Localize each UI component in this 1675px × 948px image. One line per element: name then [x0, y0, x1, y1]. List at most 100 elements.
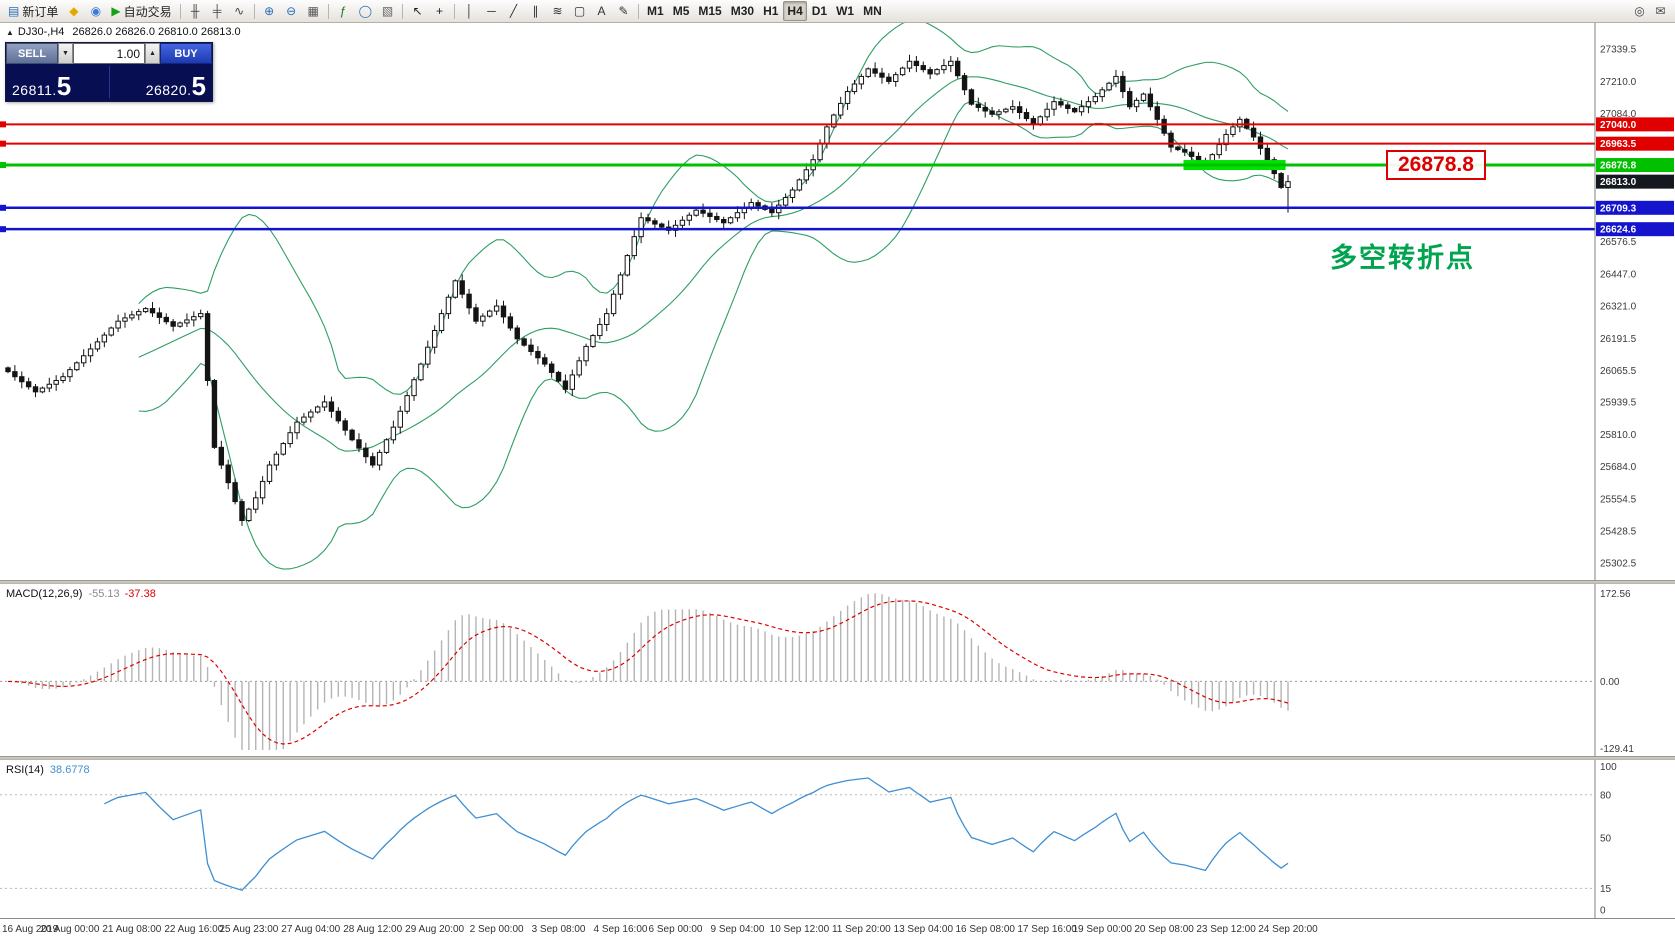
candle-body: [961, 75, 968, 91]
candle-body: [239, 501, 245, 522]
text-button[interactable]: A: [591, 1, 612, 21]
horizontal-line-button[interactable]: ─: [481, 1, 502, 21]
panel-separator[interactable]: [0, 580, 1675, 584]
time-axis-label: 20 Aug 00:00: [40, 924, 100, 935]
candle-body: [652, 220, 658, 225]
main-toolbar: ▤ 新订单 ◆ ◉ ▶ 自动交易 ╫ ╪ ∿ ⊕ ⊖ ▦ ƒ ◯ ▧ ↖ + │ ─ ╱ ∥ ≋ ▢ A ✎ M1 M5 M15 M30…: [0, 0, 1675, 23]
svg-text:26878.8: 26878.8: [1600, 161, 1637, 172]
channel-button[interactable]: ∥: [525, 1, 546, 21]
autotrade-button[interactable]: ▶ 自动交易: [107, 1, 175, 21]
candlestick-chart-button[interactable]: ╪: [207, 1, 228, 21]
timeframe-m1[interactable]: M1: [643, 1, 668, 21]
toolbar-separator: [402, 3, 404, 19]
volume-input[interactable]: [73, 43, 145, 64]
fibonacci-button-icon: ≋: [552, 4, 563, 18]
candle-body: [693, 209, 699, 216]
svg-text:27040.0: 27040.0: [1600, 120, 1637, 131]
mql5-icon[interactable]: ◆: [63, 1, 84, 21]
indicators-button[interactable]: ƒ: [333, 1, 354, 21]
arrow-tools-button[interactable]: ✎: [613, 1, 634, 21]
timeframe-m15[interactable]: M15: [694, 1, 725, 21]
panel-separator[interactable]: [0, 756, 1675, 760]
timeframe-mn[interactable]: MN: [859, 1, 886, 21]
text-button-icon: A: [597, 4, 606, 18]
candle-body: [493, 305, 500, 312]
buy-button[interactable]: BUY: [160, 43, 212, 64]
candle-body: [535, 350, 541, 359]
candle-body: [321, 401, 328, 408]
timeframe-d1[interactable]: D1: [808, 1, 831, 21]
rsi-canvas[interactable]: 100 80 50 15 0: [0, 760, 1675, 918]
candle-body: [425, 346, 431, 365]
macd-canvas[interactable]: 172.56 0.00 -129.41: [0, 584, 1675, 756]
candle-body: [74, 362, 80, 371]
candle-body: [734, 212, 741, 219]
candle-body: [80, 355, 87, 364]
candle-body: [796, 179, 803, 191]
volume-decrease-button[interactable]: ▼: [58, 43, 73, 64]
candle-body: [982, 106, 988, 112]
candle-body: [445, 296, 452, 315]
new-order-button[interactable]: ▤ 新订单: [4, 1, 62, 21]
candle-body: [218, 446, 225, 466]
candle-body: [879, 72, 885, 78]
bar-chart-button[interactable]: ╫: [185, 1, 206, 21]
mail-icon-icon: ✉: [1655, 4, 1666, 18]
search-icon[interactable]: ◎: [1629, 1, 1650, 21]
collapse-trade-panel-button[interactable]: ▲: [6, 28, 14, 37]
candle-body: [865, 68, 871, 77]
timeframe-w1[interactable]: W1: [832, 1, 858, 21]
candle-body: [1216, 144, 1222, 156]
tile-windows-button[interactable]: ▦: [303, 1, 324, 21]
candle-body: [431, 330, 438, 348]
vertical-line-button[interactable]: │: [459, 1, 480, 21]
time-axis[interactable]: 16 Aug 2019 20 Aug 00:00 21 Aug 08:00 22 Au…: [0, 918, 1675, 948]
timeframe-h4[interactable]: H4: [783, 1, 807, 21]
candle-body: [906, 60, 913, 69]
time-axis-label: 16 Aug 2019: [2, 924, 59, 935]
mail-icon[interactable]: ✉: [1650, 1, 1671, 21]
sell-button[interactable]: SELL: [6, 43, 58, 64]
price-callout-box[interactable]: 26878.8: [1386, 150, 1486, 180]
line-chart-button[interactable]: ∿: [229, 1, 250, 21]
candle-body: [1175, 146, 1181, 151]
zoom-in-button-icon: ⊕: [264, 4, 275, 18]
candle-body: [246, 508, 252, 522]
volume-increase-button[interactable]: ▲: [145, 43, 160, 64]
turning-point-note[interactable]: 多空转折点: [1330, 243, 1475, 274]
candle-body: [191, 316, 197, 321]
svg-text:26813.0: 26813.0: [1600, 177, 1637, 188]
crosshair-button[interactable]: +: [429, 1, 450, 21]
community-icon[interactable]: ◉: [85, 1, 106, 21]
candle-body: [1120, 75, 1126, 93]
zoom-out-button[interactable]: ⊖: [281, 1, 302, 21]
new-order-button-icon: ▤: [8, 4, 20, 18]
candle-body: [411, 379, 417, 397]
candle-body: [1188, 151, 1195, 157]
fibonacci-button[interactable]: ≋: [547, 1, 568, 21]
candle-body: [177, 322, 183, 327]
toolbar-separator: [327, 3, 329, 19]
time-axis-label: 25 Aug 23:00: [219, 924, 279, 935]
timeframe-m30[interactable]: M30: [727, 1, 758, 21]
cursor-button-icon: ↖: [412, 4, 423, 18]
zoom-in-button[interactable]: ⊕: [259, 1, 280, 21]
candle-body: [136, 311, 142, 316]
indicators-button-icon: ƒ: [339, 4, 347, 18]
candle-body: [163, 316, 169, 323]
candle-body: [1230, 126, 1236, 135]
time-axis-label: 4 Sep 16:00: [593, 924, 648, 935]
trendline-button[interactable]: ╱: [503, 1, 524, 21]
candle-body: [893, 74, 899, 82]
toolbar-separator: [179, 3, 181, 19]
candle-body: [1078, 106, 1085, 113]
cursor-button[interactable]: ↖: [407, 1, 428, 21]
objects-button[interactable]: ◯: [355, 1, 376, 21]
timeframe-h1[interactable]: H1: [759, 1, 782, 21]
candle-body: [19, 376, 25, 383]
timeframe-m5[interactable]: M5: [669, 1, 694, 21]
shapes-button[interactable]: ▢: [569, 1, 590, 21]
main-chart-canvas[interactable]: 27040.0 26963.5 26878.8 26709.3 26624.6 26813…: [0, 23, 1675, 580]
candle-body: [356, 439, 362, 449]
templates-button[interactable]: ▧: [377, 1, 398, 21]
